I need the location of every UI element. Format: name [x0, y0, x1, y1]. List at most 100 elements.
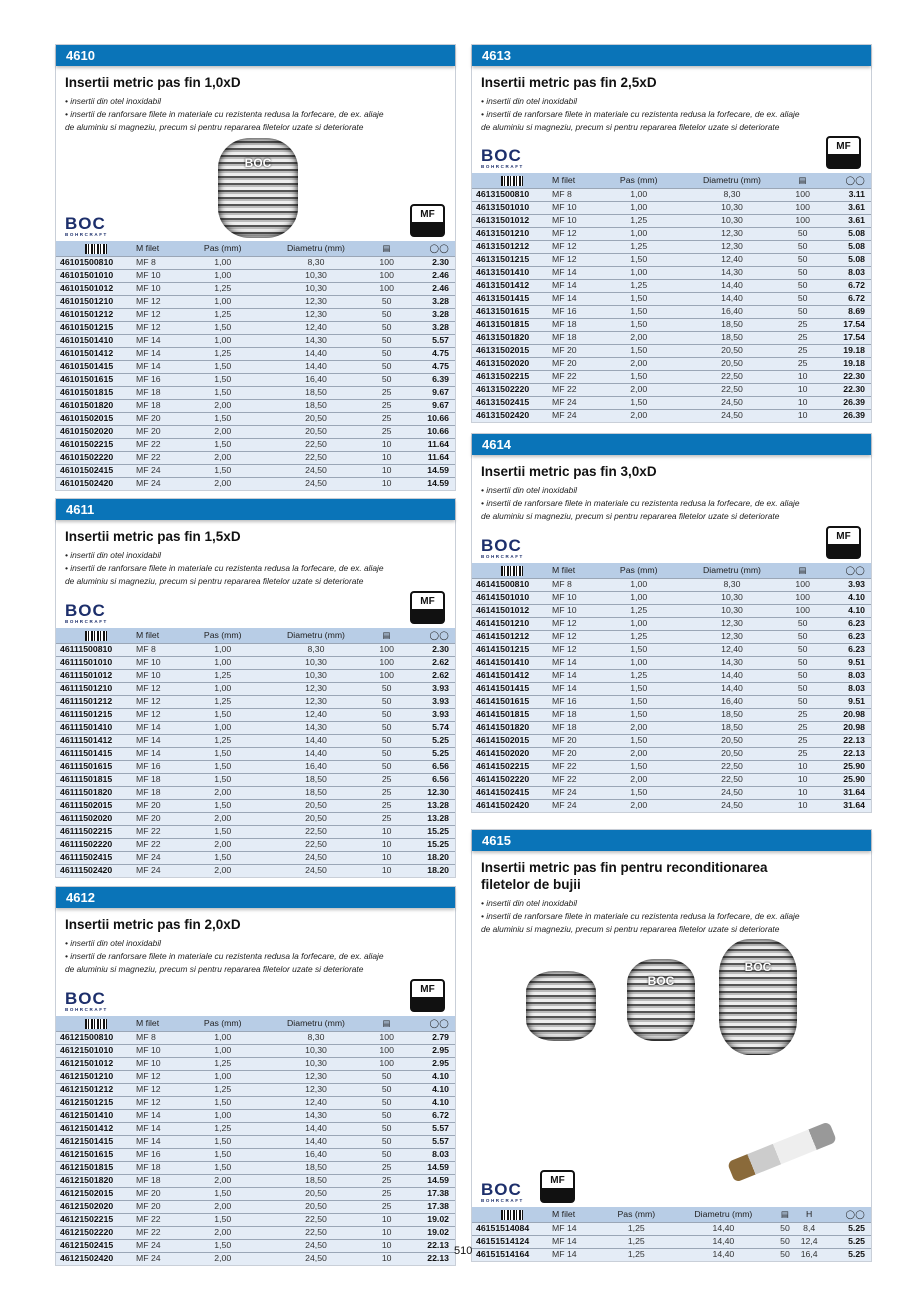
price: 3.61	[816, 201, 871, 214]
quantity: 100	[372, 1031, 401, 1044]
table-row: 46121502220 MF 22 2,00 22,50 10 19.02	[56, 1226, 455, 1239]
quantity: 25	[372, 1200, 401, 1213]
pas: 1,25	[602, 1248, 671, 1261]
item-code: 46121502015	[56, 1187, 136, 1200]
item-code: 46131501012	[472, 214, 552, 227]
item-code: 46131501615	[472, 305, 552, 318]
price: 8.69	[816, 305, 871, 318]
quantity: 50	[788, 669, 817, 682]
item-code: 46111501012	[56, 669, 136, 682]
price: 5.25	[400, 747, 455, 760]
pas: 1,50	[186, 1187, 260, 1200]
table-row: 46101502420 MF 24 2,00 24,50 10 14.59	[56, 477, 455, 490]
diametru: 14,40	[259, 1135, 373, 1148]
diametru: 18,50	[259, 773, 373, 786]
diametru: 16,40	[675, 305, 789, 318]
quantity: 50	[372, 708, 401, 721]
quantity: 50	[372, 734, 401, 747]
description-line: • insertii din otel inoxidabil	[481, 485, 578, 495]
quantity: 100	[372, 269, 401, 282]
m-filet: MF 14	[552, 1222, 602, 1235]
price: 2.30	[400, 643, 455, 656]
m-filet: MF 10	[552, 201, 602, 214]
pas: 1,50	[186, 412, 260, 425]
item-code: 46141502220	[472, 773, 552, 786]
quantity: 10	[372, 838, 401, 851]
diametru: 12,30	[675, 240, 789, 253]
table-row: 46111500810 MF 8 1,00 8,30 100 2.30	[56, 643, 455, 656]
price: 22.13	[816, 734, 871, 747]
table-row: 46131501012 MF 10 1,25 10,30 100 3.61	[472, 214, 871, 227]
quantity: 25	[372, 425, 401, 438]
table-row: 46131502020 MF 20 2,00 20,50 25 19.18	[472, 357, 871, 370]
diametru: 22,50	[675, 760, 789, 773]
m-filet: MF 22	[136, 838, 186, 851]
pas: 1,50	[186, 1161, 260, 1174]
table-row: 46111501012 MF 10 1,25 10,30 100 2.62	[56, 669, 455, 682]
price: 3.93	[816, 578, 871, 591]
pas: 1,00	[602, 591, 676, 604]
m-filet: MF 14	[552, 682, 602, 695]
item-code: 46111502020	[56, 812, 136, 825]
m-filet: MF 18	[136, 786, 186, 799]
item-code: 46141501820	[472, 721, 552, 734]
m-filet: MF 24	[552, 786, 602, 799]
pas: 1,50	[186, 1239, 260, 1252]
quantity: 50	[776, 1222, 794, 1235]
price: 4.75	[400, 360, 455, 373]
item-code: 46101500810	[56, 256, 136, 269]
price: 9.67	[400, 399, 455, 412]
item-code: 46101501815	[56, 386, 136, 399]
price: 14.59	[400, 477, 455, 490]
pas: 2,00	[602, 799, 676, 812]
description-line: de aluminiu si magneziu, precum si pentr…	[481, 511, 780, 521]
price: 4.10	[816, 591, 871, 604]
item-code: 46121501215	[56, 1096, 136, 1109]
pas: 1,50	[602, 760, 676, 773]
diametru: 16,40	[259, 373, 373, 386]
quantity: 100	[788, 201, 817, 214]
pas: 1,25	[186, 695, 260, 708]
diametru: 24,50	[259, 477, 373, 490]
table-row: 46131502015 MF 20 1,50 20,50 25 19.18	[472, 344, 871, 357]
quantity: 10	[372, 1252, 401, 1265]
price: 4.10	[400, 1083, 455, 1096]
table-row: 46101501215 MF 12 1,50 12,40 50 3.28	[56, 321, 455, 334]
col-h: H	[793, 1207, 825, 1222]
quantity: 100	[788, 604, 817, 617]
diametru: 24,50	[259, 851, 373, 864]
m-filet: MF 14	[136, 747, 186, 760]
item-code: 46111502415	[56, 851, 136, 864]
section-number: 4613	[472, 45, 871, 66]
diametru: 12,30	[259, 682, 373, 695]
item-code: 46121502020	[56, 1200, 136, 1213]
pas: 1,00	[602, 188, 676, 201]
quantity: 50	[372, 1122, 401, 1135]
section-number: 4614	[472, 434, 871, 455]
quantity: 10	[372, 1239, 401, 1252]
pas: 1,00	[602, 578, 676, 591]
pas: 1,50	[602, 344, 676, 357]
mf-badge: MF	[410, 591, 445, 624]
section-number: 4615	[472, 830, 871, 851]
item-code: 46121502415	[56, 1239, 136, 1252]
table-row: 46131501815 MF 18 1,50 18,50 25 17.54	[472, 318, 871, 331]
quantity: 50	[776, 1248, 794, 1261]
quantity: 50	[372, 1135, 401, 1148]
table-row: 46141501212 MF 12 1,25 12,30 50 6.23	[472, 630, 871, 643]
col-m-filet: M filet	[552, 1207, 602, 1222]
item-code: 46121500810	[56, 1031, 136, 1044]
quantity: 100	[372, 1057, 401, 1070]
quantity: 25	[788, 721, 817, 734]
diametru: 12,40	[675, 643, 789, 656]
m-filet: MF 8	[552, 578, 602, 591]
m-filet: MF 16	[136, 760, 186, 773]
m-filet: MF 24	[136, 1239, 186, 1252]
item-code: 46141502215	[472, 760, 552, 773]
price: 22.13	[400, 1252, 455, 1265]
m-filet: MF 14	[552, 1248, 602, 1261]
price: 31.64	[816, 786, 871, 799]
item-code: 46101501820	[56, 399, 136, 412]
diametru: 18,50	[259, 786, 373, 799]
item-code: 46131501215	[472, 253, 552, 266]
